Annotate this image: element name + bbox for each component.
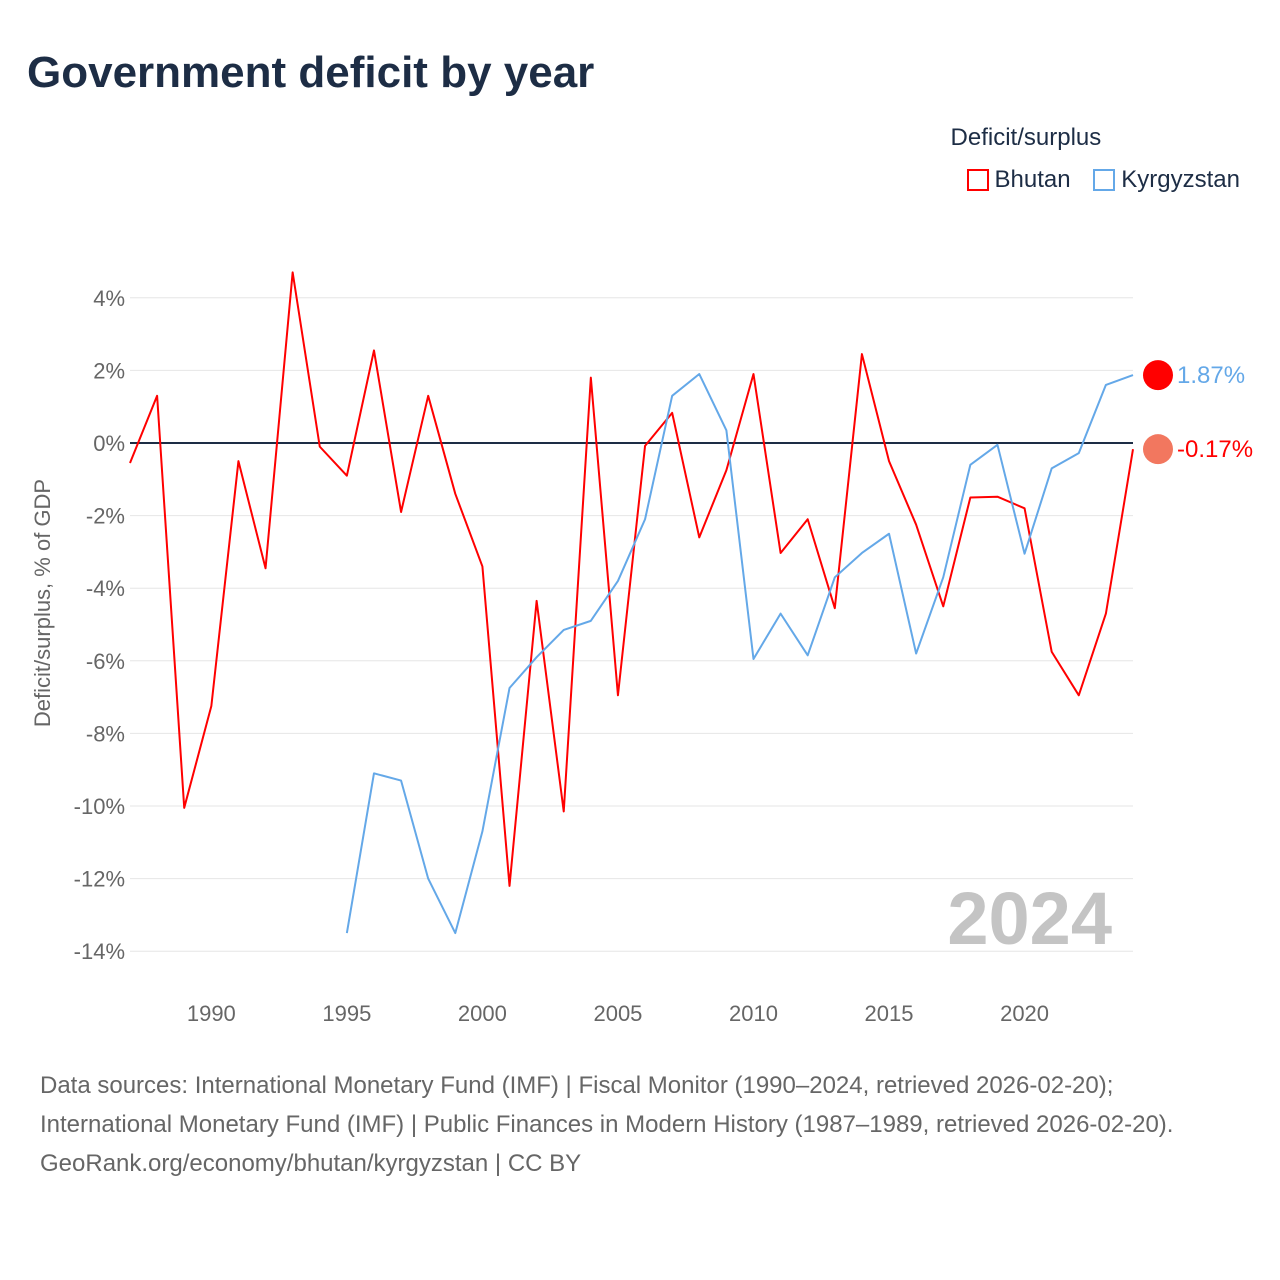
y-axis-label: Deficit/surplus, % of GDP bbox=[30, 479, 55, 727]
end-value-label: 1.87% bbox=[1177, 362, 1245, 389]
year-watermark: 2024 bbox=[947, 877, 1112, 960]
chart-title: Government deficit by year bbox=[27, 48, 595, 97]
legend-item-bhutan[interactable]: Bhutan bbox=[966, 166, 1071, 194]
y-tick-label: 4% bbox=[93, 286, 125, 311]
data-sources: Data sources: International Monetary Fun… bbox=[40, 1072, 1174, 1138]
line-chart: 2024 4% 2% 0% -2% -4% -6% -8% -10% -12% -14% 1990 19… bbox=[30, 271, 1253, 1026]
series-line-kyrgyzstan bbox=[345, 373, 1134, 935]
y-tick-label: -10% bbox=[74, 794, 125, 819]
y-tick-label: -14% bbox=[74, 939, 125, 964]
x-tick-label: 2000 bbox=[458, 1001, 507, 1026]
x-tick-label: 2010 bbox=[729, 1001, 778, 1026]
x-tick-label: 2015 bbox=[865, 1001, 914, 1026]
y-tick-label: -8% bbox=[86, 721, 125, 746]
series-line-bhutan bbox=[129, 271, 1134, 887]
flag-icon-kyrgyzstan bbox=[1143, 360, 1173, 391]
legend-swatch-kyrgyzstan bbox=[1093, 169, 1116, 191]
legend-item-kyrgyzstan[interactable]: Kyrgyzstan bbox=[1093, 166, 1240, 194]
x-tick-label: 1995 bbox=[322, 1001, 371, 1026]
y-tick-label: 0% bbox=[93, 431, 125, 456]
end-value-label: -0.17% bbox=[1177, 436, 1253, 463]
legend-label: Bhutan bbox=[994, 166, 1071, 193]
y-tick-label: -4% bbox=[86, 576, 125, 601]
x-tick-label: 1990 bbox=[187, 1001, 236, 1026]
credit-link[interactable]: GeoRank.org/economy/bhutan/kyrgyzstan | … bbox=[40, 1150, 582, 1177]
flag-icon-bhutan bbox=[1143, 434, 1173, 465]
x-tick-label: 2005 bbox=[593, 1001, 642, 1026]
legend-label: Kyrgyzstan bbox=[1121, 166, 1240, 193]
legend-swatch-bhutan bbox=[966, 169, 989, 191]
legend-title: Deficit/surplus bbox=[950, 124, 1102, 151]
y-tick-label: -12% bbox=[74, 867, 125, 892]
y-tick-label: 2% bbox=[93, 358, 125, 383]
y-tick-label: -6% bbox=[86, 649, 125, 674]
legend: Deficit/surplus Bhutan Kyrgyzstan bbox=[951, 124, 1240, 198]
x-tick-label: 2020 bbox=[1000, 1001, 1049, 1026]
footer: Data sources: International Monetary Fun… bbox=[40, 1066, 1240, 1183]
y-tick-label: -2% bbox=[86, 504, 125, 529]
